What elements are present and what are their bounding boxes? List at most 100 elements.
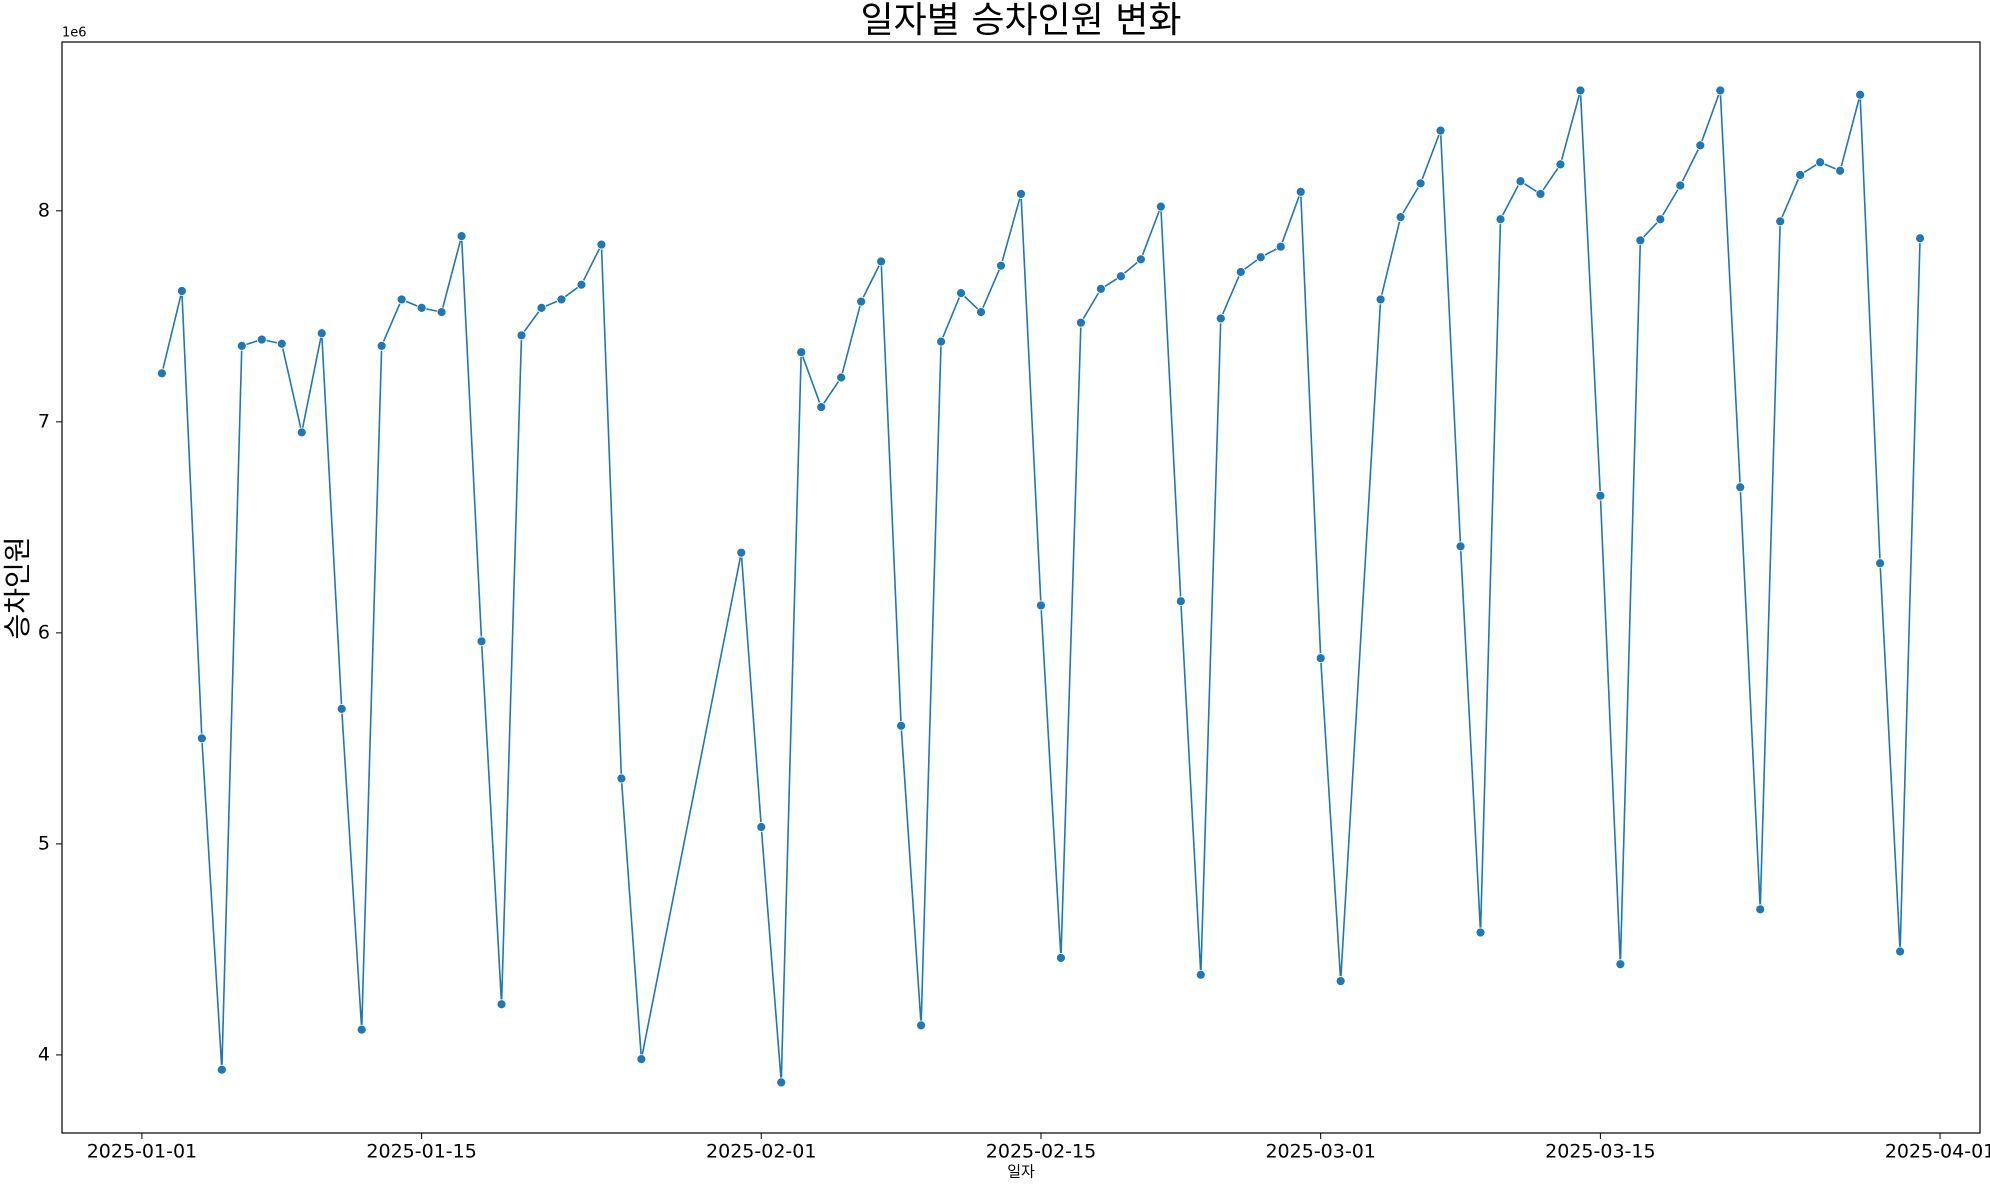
data-point [956,288,966,299]
data-point [876,256,887,267]
data-point [1515,176,1526,187]
data-point [156,368,167,379]
data-point [1115,271,1126,282]
data-point [796,347,807,358]
y-tick-label: 6 [38,621,50,643]
plot-frame [61,41,1981,1134]
data-point [1855,89,1866,100]
data-point [1096,283,1106,294]
data-point [636,1054,647,1065]
data-point [1455,541,1466,552]
data-point [1235,267,1246,277]
data-point [1335,976,1346,986]
data-point [1895,946,1905,957]
x-tick-label: 2025-01-01 [87,1141,197,1163]
data-point [1735,482,1746,493]
data-point [376,340,387,351]
data-point [416,302,427,313]
data-point [1835,165,1846,176]
data-point [856,296,867,307]
data-point [1435,125,1446,136]
y-tick-label: 7 [38,410,50,432]
data-point [556,294,567,305]
data-point [456,231,467,242]
data-point [176,286,187,296]
data-point [1195,969,1206,980]
data-point [976,307,986,318]
data-point [616,773,627,784]
x-axis-label: 일자 [1007,1163,1035,1181]
data-point [276,338,287,349]
data-point [536,302,547,313]
chart-title: 일자별 승차인원 변화 [861,0,1182,41]
data-point [1415,178,1426,189]
data-point [916,1020,927,1031]
data-point [1695,140,1706,151]
data-point [1635,235,1646,246]
x-tick-label: 2025-01-15 [366,1141,476,1163]
data-point [1815,157,1826,168]
x-tick-label: 2025-04-01 [1885,1141,1990,1163]
data-point [1775,216,1786,227]
data-point [1575,85,1586,96]
x-tick-label: 2025-02-15 [986,1141,1096,1163]
data-point [1056,952,1066,963]
data-point [236,340,247,351]
data-point [1295,186,1306,197]
x-tick-label: 2025-03-15 [1545,1141,1655,1163]
data-point [816,402,827,412]
data-point [756,822,767,832]
data-point [1655,214,1666,225]
data-point [1755,904,1766,915]
data-point [1875,558,1886,569]
data-point [1495,214,1506,225]
data-point [576,279,587,290]
data-point [1555,159,1566,170]
x-tick-label: 2025-02-01 [706,1141,816,1163]
data-point [1215,313,1226,324]
data-point [476,636,487,647]
data-point [256,334,267,345]
y-tick-label: 4 [38,1043,50,1065]
data-point [1016,189,1026,199]
data-point [736,547,747,558]
data-point [1675,180,1686,191]
data-point [936,336,946,347]
data-point [196,733,207,744]
data-point [1375,294,1386,305]
data-point [1795,170,1806,180]
data-point [396,294,407,305]
data-point [1595,490,1606,501]
data-point [356,1024,367,1035]
data-point [1076,317,1086,328]
y-axis-label: 승차인원 [1,536,34,639]
data-point [1275,241,1286,252]
data-point [896,720,907,731]
x-tick-label: 2025-03-01 [1265,1141,1375,1163]
data-line [161,90,1921,1083]
data-point [836,372,847,383]
y-offset-label: 1e6 [62,26,87,41]
data-point [1155,201,1166,212]
data-point [1036,600,1046,611]
data-point [596,239,607,250]
data-point [996,260,1006,271]
data-point [1255,252,1266,263]
data-point [1715,85,1726,96]
data-point [216,1064,227,1075]
data-point [1315,653,1326,664]
data-point [316,328,327,339]
data-point [516,330,527,341]
y-tick-label: 8 [38,199,50,221]
data-point [1135,254,1146,265]
data-point [1615,959,1626,970]
data-point [1395,212,1406,223]
data-point [296,427,307,438]
data-point [436,307,447,318]
data-point [1175,596,1186,607]
y-tick-label: 5 [38,832,50,854]
data-point [776,1077,787,1088]
data-point [1535,189,1546,199]
data-point [1915,233,1925,244]
